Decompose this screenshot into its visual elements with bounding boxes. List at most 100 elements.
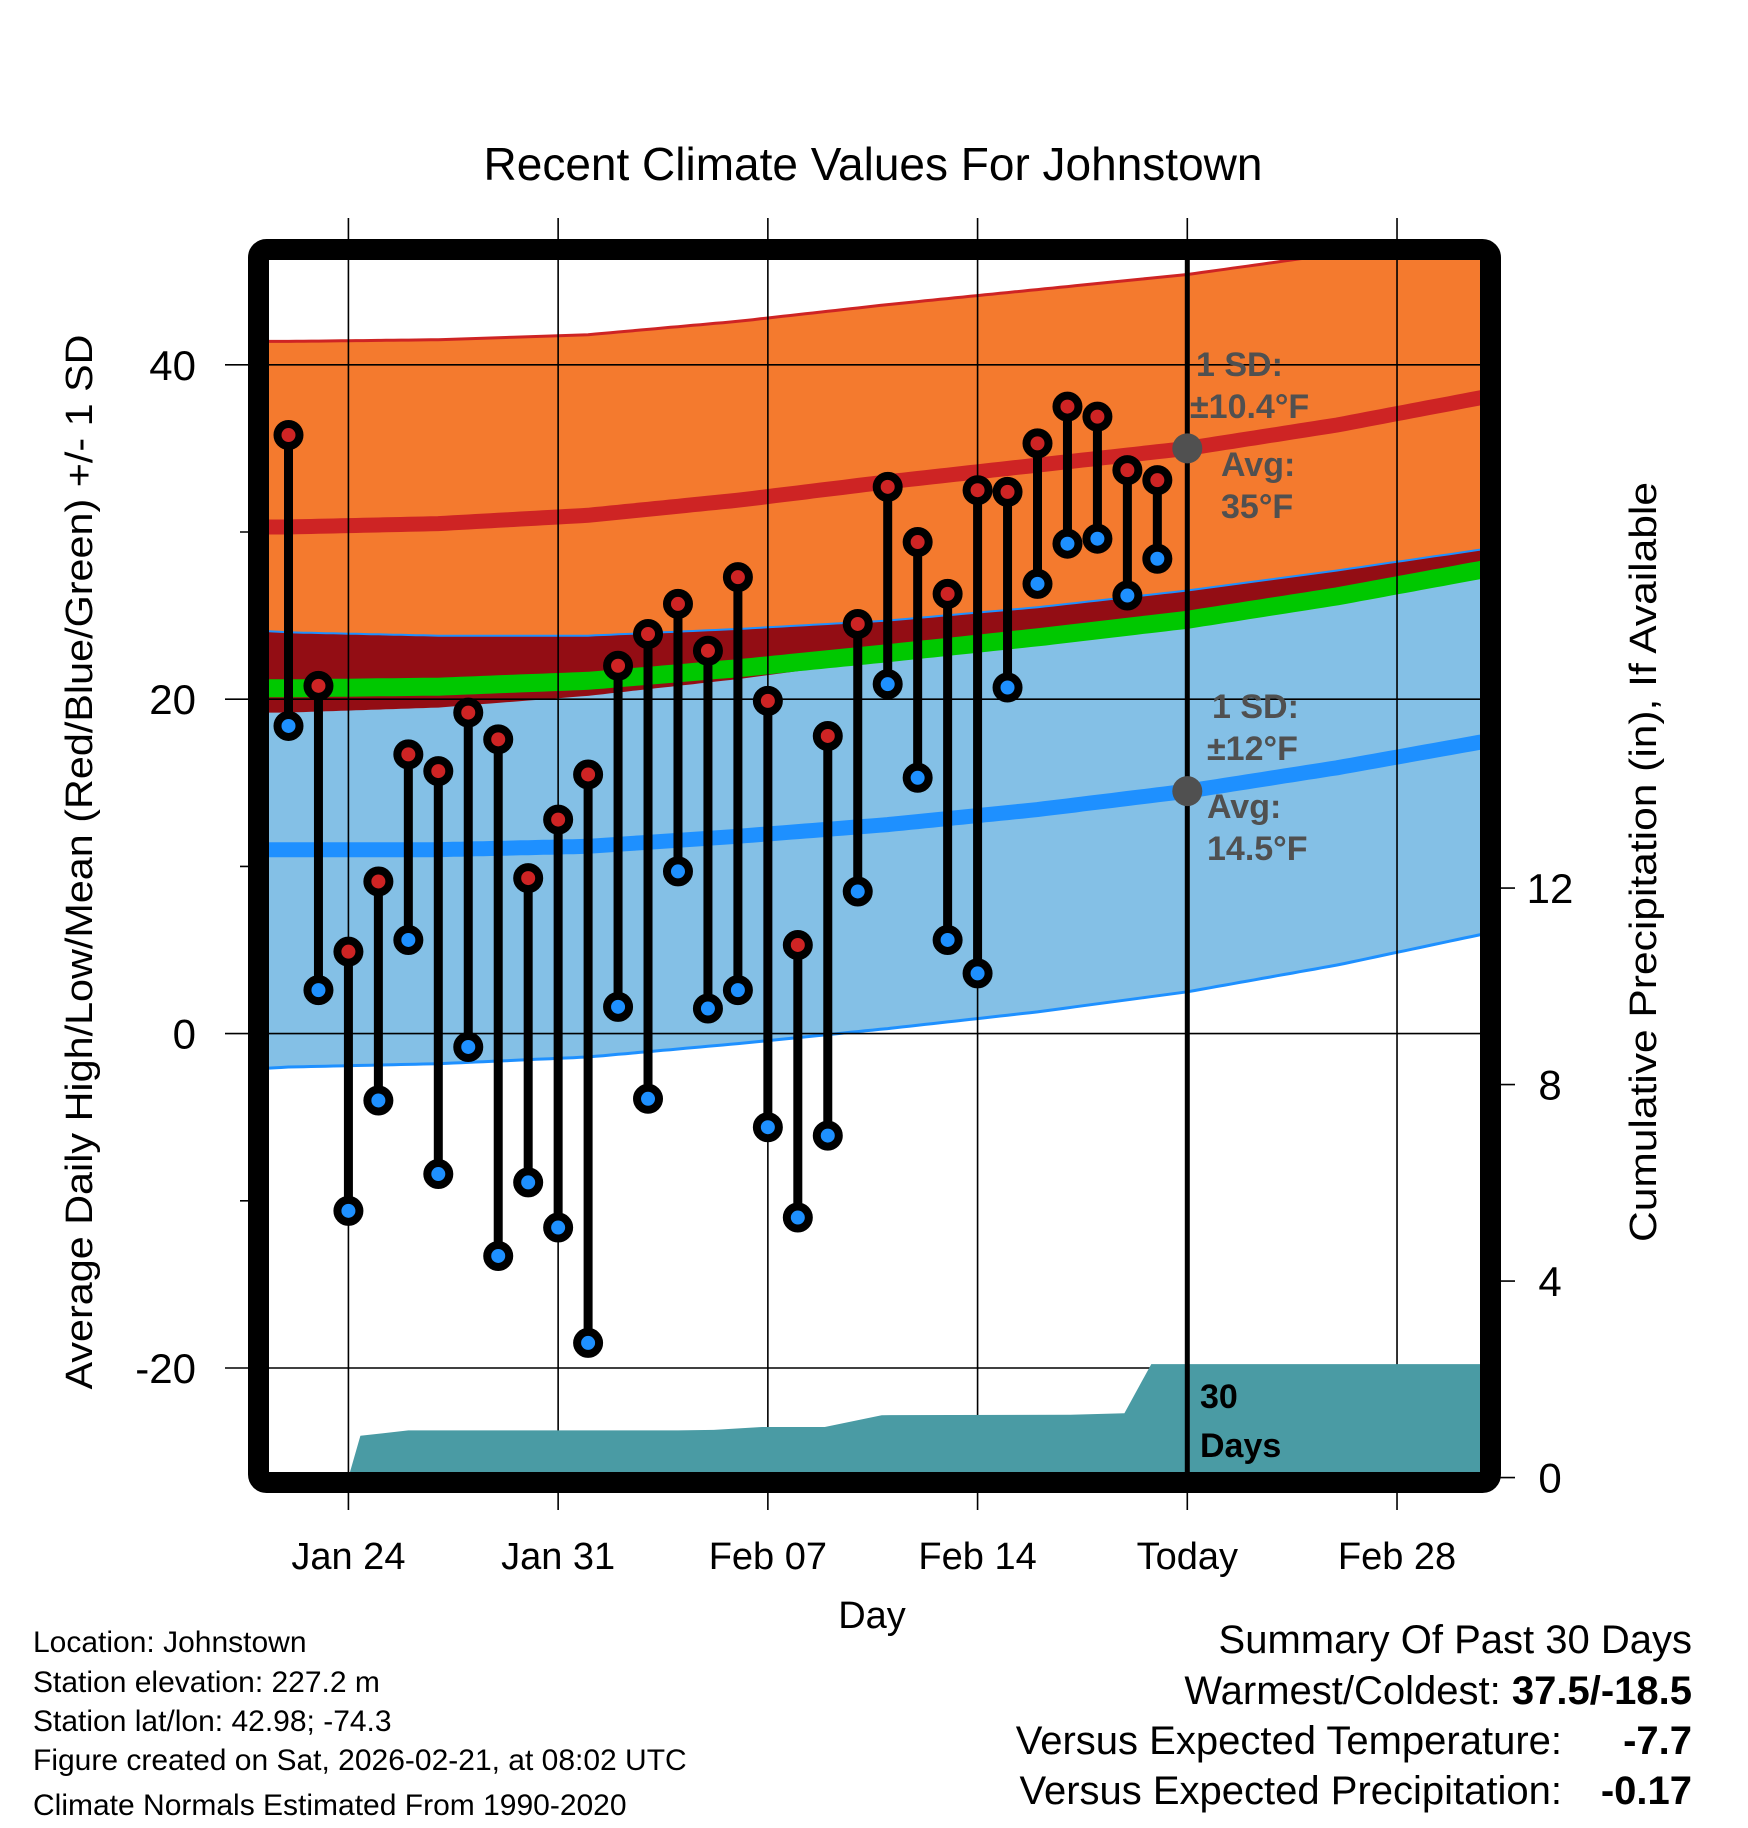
low-temp-point	[423, 1159, 454, 1190]
high-temp-point	[603, 650, 634, 681]
created-text: Figure created on Sat, 2026-02-21, at 08…	[33, 1744, 687, 1777]
low-temp-point	[872, 669, 903, 700]
summary-title: Summary Of Past 30 Days	[1219, 1618, 1692, 1662]
temp-vs-expected-value: -7.7	[1623, 1719, 1692, 1763]
daily-record	[1052, 391, 1083, 559]
low-temp-point	[962, 958, 993, 989]
precip-days-label: Days	[1200, 1427, 1281, 1465]
low-sd-label: 1 SD:	[1212, 688, 1299, 726]
axis-ticks: -20 0 20 40 0 4 8 12 Jan 24 Jan 31 Feb 07 Feb 14 Tod…	[135, 342, 1573, 1578]
temp-vs-expected-label: Versus Expected Temperature:	[1016, 1719, 1562, 1763]
x-tick-label: Feb 14	[918, 1536, 1036, 1578]
precip-area	[348, 1364, 1480, 1472]
high-temp-point	[573, 759, 604, 790]
high-sd-upper-edge	[269, 260, 1303, 343]
daily-record	[453, 697, 484, 1062]
low-temp-point	[782, 1202, 813, 1233]
high-temp-point	[692, 635, 723, 666]
overlap-band	[269, 549, 1480, 713]
high-temp-point	[962, 475, 993, 506]
daily-record	[483, 724, 514, 1271]
x-axis-label: Day	[838, 1595, 906, 1637]
precip-area-layer	[348, 1364, 1480, 1472]
low-temp-point	[932, 924, 963, 955]
daily-record	[633, 618, 664, 1114]
warmest-coldest-value: 37.5/-18.5	[1512, 1669, 1692, 1713]
station-info: Location: Johnstown Station elevation: 2…	[33, 1626, 687, 1822]
high-temp-point	[363, 866, 394, 897]
low-avg-label: Avg:	[1207, 788, 1281, 826]
daily-record	[363, 866, 394, 1116]
low-temp-point	[453, 1031, 484, 1062]
low-temp-point	[722, 975, 753, 1006]
high-temp-point	[483, 724, 514, 755]
low-temp-point	[513, 1167, 544, 1198]
y-tick-label: 0	[173, 1011, 196, 1058]
daily-record	[1082, 401, 1113, 554]
high-avg-value: 35°F	[1221, 488, 1293, 526]
daily-record	[722, 562, 753, 1006]
low-temp-point	[992, 672, 1023, 703]
y2-tick-label: 8	[1538, 1062, 1561, 1109]
high-temp-point	[932, 578, 963, 609]
plot-frame	[248, 239, 1501, 1493]
normals-text: Climate Normals Estimated From 1990-2020	[33, 1789, 627, 1822]
x-tick-label: Jan 31	[501, 1536, 615, 1578]
y-tick-label: 20	[149, 676, 196, 723]
high-temp-point	[1022, 428, 1053, 459]
daily-record	[752, 685, 783, 1143]
high-temp-point	[303, 670, 334, 701]
low-temp-point	[483, 1240, 514, 1271]
avg-high-line	[269, 390, 1480, 535]
daily-record	[1112, 455, 1143, 611]
avg-low-line	[269, 734, 1480, 858]
high-temp-point	[722, 562, 753, 593]
precip-vs-expected-label: Versus Expected Precipitation:	[1019, 1769, 1562, 1813]
high-temp-point	[423, 756, 454, 787]
annotations: 1 SD: ±10.4°F Avg: 35°F 1 SD: ±12°F Avg:…	[1172, 346, 1309, 1465]
high-temp-point	[782, 929, 813, 960]
low-sd-upper-edge	[269, 548, 1480, 637]
daily-record	[273, 420, 304, 741]
precip-vs-expected-value: -0.17	[1601, 1769, 1692, 1813]
y2-tick-label: 4	[1538, 1258, 1561, 1305]
high-temp-point	[1142, 465, 1173, 496]
low-temp-point	[902, 762, 933, 793]
daily-record	[692, 635, 723, 1024]
y2-tick-label: 0	[1538, 1455, 1561, 1502]
daily-record	[303, 670, 334, 1006]
y-tick-label: 40	[149, 342, 196, 389]
summary-box: Summary Of Past 30 Days Warmest/Coldest:…	[1016, 1618, 1692, 1813]
location-text: Location: Johnstown	[33, 1626, 307, 1659]
low-temp-point	[752, 1112, 783, 1143]
latlon-text: Station lat/lon: 42.98; -74.3	[33, 1705, 392, 1738]
daily-highlow-layer	[273, 391, 1173, 1358]
today-avg-low-marker	[1172, 776, 1203, 807]
low-temp-point	[603, 991, 634, 1022]
high-temp-point	[662, 588, 693, 619]
high-temp-point	[543, 804, 574, 835]
low-temp-point	[812, 1120, 843, 1151]
low-temp-point	[333, 1195, 364, 1226]
daily-record	[992, 476, 1023, 703]
daily-record	[603, 650, 634, 1022]
daily-record	[962, 475, 993, 989]
low-temp-point	[1022, 568, 1053, 599]
daily-record	[1022, 428, 1053, 599]
daily-record	[932, 578, 963, 955]
low-temp-point	[273, 710, 304, 741]
low-temp-point	[393, 924, 424, 955]
high-temp-point	[872, 471, 903, 502]
high-temp-point	[453, 697, 484, 728]
low-sd-lower-edge	[269, 933, 1480, 1070]
low-temp-point	[633, 1083, 664, 1114]
high-temp-point	[752, 685, 783, 716]
x-tick-label: Jan 24	[291, 1536, 405, 1578]
daily-record	[782, 929, 813, 1233]
low-temp-point	[1142, 543, 1173, 574]
low-temp-point	[1052, 528, 1083, 559]
low-avg-value: 14.5°F	[1207, 830, 1308, 868]
daily-record	[1142, 465, 1173, 574]
low-temp-point	[363, 1085, 394, 1116]
